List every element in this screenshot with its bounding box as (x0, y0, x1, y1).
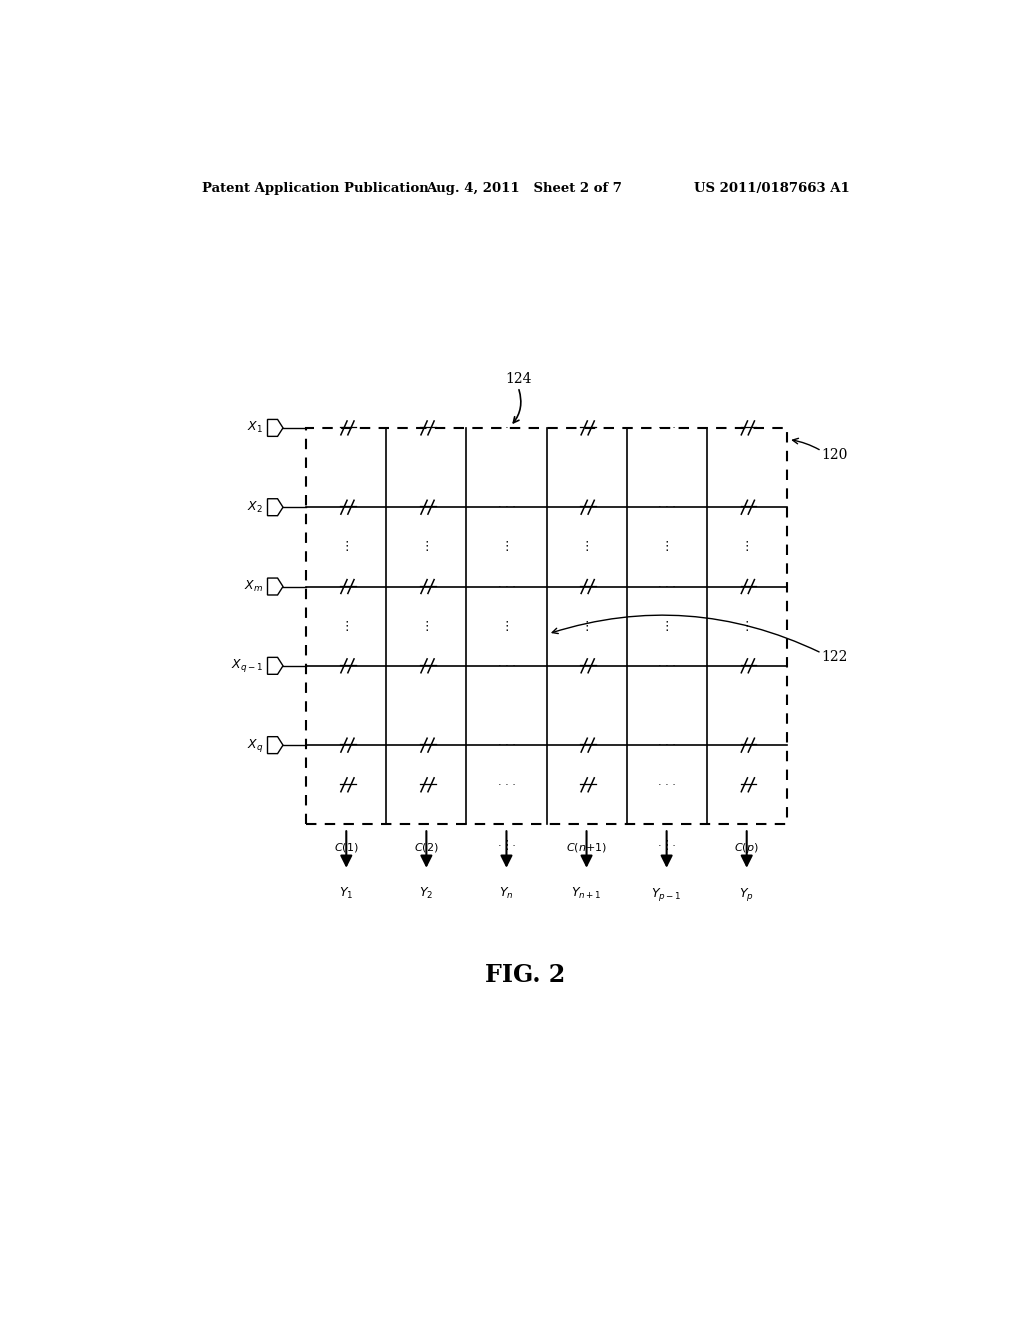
Text: $X_q$: $X_q$ (247, 737, 263, 754)
Text: $C(1)$: $C(1)$ (334, 841, 358, 854)
Text: $X_1$: $X_1$ (247, 420, 263, 436)
Text: · · ·: · · · (498, 422, 515, 433)
Text: ⋮: ⋮ (420, 619, 432, 632)
Bar (306, 428, 786, 825)
Text: $X_m$: $X_m$ (244, 579, 263, 594)
Text: ⋮: ⋮ (581, 540, 593, 553)
Text: · · ·: · · · (657, 422, 676, 433)
Text: ⋮: ⋮ (340, 540, 352, 553)
Text: ⋮: ⋮ (660, 619, 673, 632)
Text: ⋮: ⋮ (500, 619, 513, 632)
Text: $Y_p$: $Y_p$ (739, 886, 754, 903)
Text: $X_2$: $X_2$ (247, 500, 263, 515)
Text: $Y_{n+1}$: $Y_{n+1}$ (571, 886, 602, 902)
Text: Aug. 4, 2011   Sheet 2 of 7: Aug. 4, 2011 Sheet 2 of 7 (426, 182, 623, 194)
Text: · · ·: · · · (498, 502, 515, 512)
Text: $Y_1$: $Y_1$ (339, 886, 353, 902)
Text: ⋮: ⋮ (660, 540, 673, 553)
Text: ⋮: ⋮ (340, 619, 352, 632)
Text: $Y_{p-1}$: $Y_{p-1}$ (651, 886, 682, 903)
Text: · · ·: · · · (498, 661, 515, 671)
Text: ⋮: ⋮ (740, 619, 753, 632)
Text: Patent Application Publication: Patent Application Publication (202, 182, 428, 194)
Text: $C(2)$: $C(2)$ (414, 841, 438, 854)
Text: · · ·: · · · (657, 780, 676, 789)
Text: ⋮: ⋮ (500, 540, 513, 553)
Text: $X_{q-1}$: $X_{q-1}$ (230, 657, 263, 675)
Text: ⋮: ⋮ (420, 540, 432, 553)
Text: · · ·: · · · (657, 841, 676, 851)
Text: ⋮: ⋮ (500, 840, 513, 853)
Text: 120: 120 (821, 447, 848, 462)
Text: · · ·: · · · (498, 841, 515, 851)
Text: $Y_2$: $Y_2$ (419, 886, 433, 902)
Text: · · ·: · · · (498, 582, 515, 591)
Text: $C(n{+}1)$: $C(n{+}1)$ (566, 841, 607, 854)
Text: · · ·: · · · (657, 661, 676, 671)
Text: 122: 122 (821, 649, 848, 664)
Text: ⋮: ⋮ (581, 619, 593, 632)
Text: ⋮: ⋮ (660, 840, 673, 853)
Text: · · ·: · · · (657, 582, 676, 591)
Text: · · ·: · · · (498, 780, 515, 789)
Text: $Y_n$: $Y_n$ (499, 886, 514, 902)
Text: 124: 124 (505, 371, 531, 385)
Text: · · ·: · · · (498, 741, 515, 750)
Text: · · ·: · · · (657, 502, 676, 512)
Text: ⋮: ⋮ (740, 540, 753, 553)
Text: FIG. 2: FIG. 2 (484, 962, 565, 986)
Text: · · ·: · · · (657, 741, 676, 750)
Text: $C(p)$: $C(p)$ (734, 841, 759, 855)
Text: US 2011/0187663 A1: US 2011/0187663 A1 (693, 182, 850, 194)
